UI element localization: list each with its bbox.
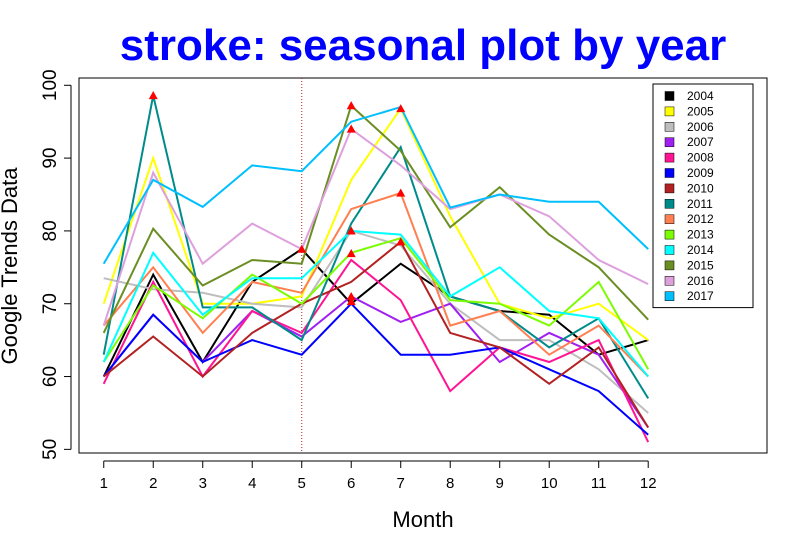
legend-label: 2010 (687, 181, 714, 195)
legend-swatch (664, 276, 675, 286)
legend-label: 2005 (687, 104, 714, 118)
series-line-2012 (102, 191, 649, 378)
peak-marker (148, 90, 158, 100)
peak-marker (396, 188, 406, 197)
x-tick-label: 3 (199, 475, 207, 492)
legend-swatch (664, 152, 675, 163)
series-group (102, 95, 650, 443)
series-line-2011 (102, 95, 650, 399)
legend-label: 2015 (687, 258, 714, 272)
x-tick-label: 12 (640, 475, 657, 492)
legend-label: 2009 (687, 166, 714, 180)
peak-marker (346, 101, 356, 110)
legend-label: 2012 (687, 212, 714, 226)
legend-label: 2008 (687, 151, 714, 165)
peak-marker (346, 226, 356, 235)
legend-swatch (664, 199, 675, 209)
peak-marker (346, 297, 356, 306)
peak-marker-group (148, 90, 406, 306)
legend-swatch (664, 91, 675, 101)
series-line-2014 (102, 229, 649, 378)
x-tick-label: 6 (347, 475, 355, 492)
legend-label: 2014 (687, 243, 714, 257)
peak-marker (396, 104, 406, 113)
legend-swatch (664, 229, 675, 240)
legend-label: 2007 (687, 135, 714, 149)
y-tick-label: 60 (40, 366, 61, 387)
series-line-2005 (102, 106, 649, 341)
series-line-2006 (103, 229, 649, 414)
legend-swatch (664, 260, 675, 271)
legend-swatch (664, 106, 675, 117)
x-tick-label: 11 (591, 475, 607, 492)
plot-frame (78, 77, 768, 454)
legend-swatch (664, 183, 675, 194)
series-line-2016 (102, 127, 649, 326)
legend-label: 2006 (687, 120, 714, 134)
x-tick-label: 4 (248, 475, 256, 492)
x-tick-label: 1 (100, 475, 108, 492)
chart-title: stroke: seasonal plot by year (120, 21, 726, 70)
legend-label: 2004 (687, 89, 714, 103)
legend-label: 2017 (687, 289, 714, 303)
series-line-2004 (102, 247, 649, 377)
peak-marker (297, 244, 307, 253)
legend-swatch (664, 214, 675, 224)
x-tick-label: 9 (496, 475, 504, 492)
x-tick-label: 8 (446, 475, 454, 492)
legend-swatch (664, 245, 675, 255)
peak-marker (396, 237, 406, 246)
series-line-2010 (103, 240, 650, 429)
y-tick-label: 50 (40, 439, 61, 460)
y-tick-label: 80 (40, 220, 61, 241)
legend-label: 2013 (687, 228, 714, 242)
y-tick-label: 90 (40, 148, 61, 169)
y-axis-label: Google Trends Data (0, 167, 22, 365)
legend-swatch (664, 122, 675, 132)
legend-swatch (664, 137, 675, 147)
legend-label: 2011 (687, 197, 713, 211)
x-tick-label: 2 (149, 475, 157, 492)
legend-label: 2016 (687, 274, 714, 288)
series-line-2015 (102, 103, 649, 334)
series-line-2013 (102, 237, 650, 370)
series-line-2017 (102, 105, 649, 265)
x-tick-label: 10 (541, 475, 558, 492)
peak-marker (346, 248, 356, 258)
x-tick-label: 5 (298, 475, 306, 492)
x-axis-label: Month (392, 507, 453, 532)
y-tick-label: 100 (40, 69, 61, 101)
legend-box (652, 83, 754, 309)
peak-marker (346, 291, 356, 301)
x-tick-label: 7 (397, 475, 405, 492)
peak-marker (346, 124, 356, 133)
series-line-2009 (102, 302, 649, 436)
y-tick-label: 70 (40, 293, 61, 314)
series-line-2008 (102, 258, 650, 443)
legend-swatch (664, 291, 675, 301)
legend-swatch (664, 168, 675, 178)
